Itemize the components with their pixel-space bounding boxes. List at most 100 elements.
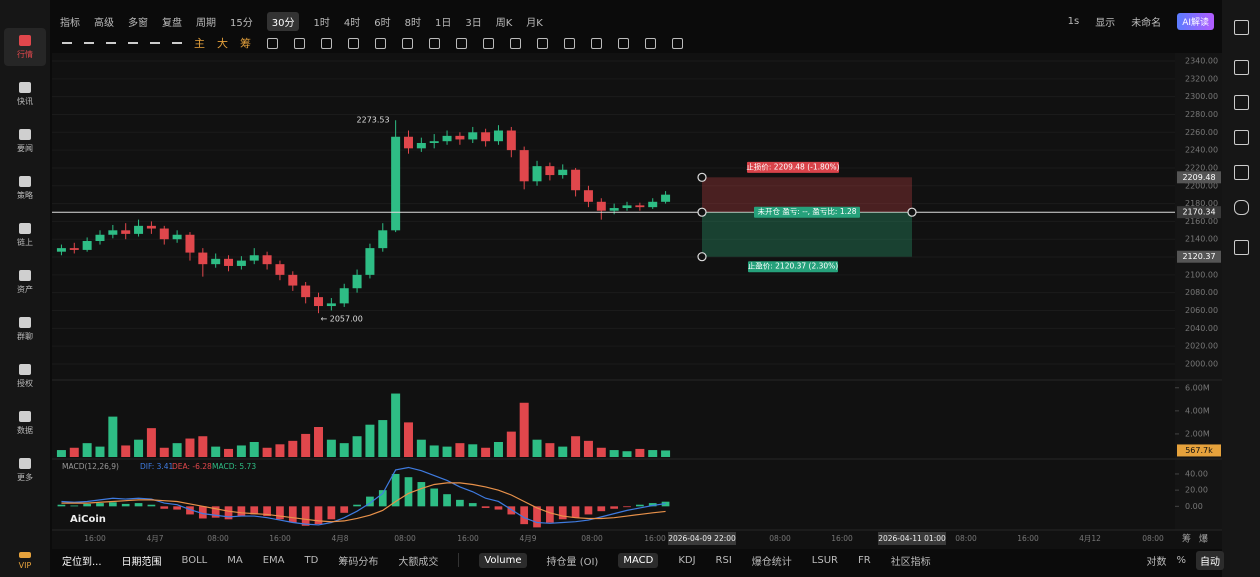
toolbar-tab[interactable]: 6时 — [374, 17, 391, 29]
sidebar-icon — [19, 316, 31, 328]
volume-bar — [648, 450, 658, 457]
right-icon[interactable] — [1234, 165, 1249, 180]
toolbar-tab[interactable]: 周K — [495, 17, 513, 29]
indicator-tab[interactable]: LSUR — [811, 554, 838, 566]
volume-bar — [571, 436, 581, 457]
bottom-button[interactable]: 大额成交 — [398, 556, 439, 568]
toolbar-tab[interactable]: 1日 — [434, 17, 452, 29]
volume-bar — [82, 443, 92, 457]
indicator-tab[interactable]: MACD — [618, 552, 659, 568]
toolbar-tab[interactable]: 4时 — [343, 17, 361, 29]
bottom-button[interactable]: 筹码分布 — [338, 556, 379, 568]
sidebar-label: 群聊 — [17, 331, 33, 341]
toolbar-button[interactable]: 未命名 — [1131, 17, 1162, 29]
bottom-button[interactable]: 日期范围 — [121, 556, 162, 568]
draw-icon[interactable] — [618, 37, 629, 49]
sidebar-item[interactable]: 要闻 — [4, 122, 46, 160]
sidebar-item[interactable]: 策略 — [4, 169, 46, 207]
bottom-option[interactable]: 对数 — [1146, 556, 1167, 568]
bottom-button[interactable]: 定位到... — [62, 556, 102, 568]
sidebar-item[interactable]: 快讯 — [4, 75, 46, 113]
bottom-option[interactable]: % — [1176, 554, 1186, 566]
draw-icon[interactable] — [172, 42, 182, 44]
volume-bar — [159, 447, 169, 457]
toolbar-button[interactable]: AI解读 — [1177, 12, 1214, 30]
draw-icon[interactable] — [591, 37, 602, 49]
draw-icon[interactable] — [150, 42, 160, 44]
draw-icon[interactable] — [321, 37, 332, 49]
draw-icon[interactable] — [267, 37, 278, 49]
sidebar-item[interactable]: 行情 — [4, 28, 46, 66]
draw-icon[interactable] — [84, 42, 94, 44]
right-icon[interactable] — [1234, 60, 1249, 75]
toolbar-tab[interactable]: 15分 — [230, 17, 253, 29]
right-icon[interactable] — [1234, 95, 1249, 110]
macd-bar — [378, 490, 387, 507]
indicator-tab[interactable]: 爆仓统计 — [751, 556, 792, 568]
draw-icon[interactable] — [672, 37, 683, 49]
draw-icon[interactable] — [429, 37, 440, 49]
draw-icon[interactable] — [375, 37, 386, 49]
indicator-tab[interactable]: RSI — [715, 554, 732, 566]
right-icon[interactable] — [1234, 130, 1249, 145]
volume-bar — [249, 442, 259, 457]
indicator-tab[interactable]: FR — [857, 554, 871, 566]
toolbar-tab[interactable]: 3日 — [465, 17, 482, 29]
top-toolbar-right: 1s 显示 未命名 AI解读 — [1068, 10, 1214, 32]
indicator-tab[interactable]: 社区指标 — [890, 556, 931, 568]
sidebar-item[interactable]: 更多 — [4, 451, 46, 489]
bottom-button[interactable]: EMA — [262, 554, 285, 566]
toolbar-tab[interactable]: 高级 — [94, 17, 114, 29]
toolbar-tab[interactable]: 指标 — [60, 17, 80, 29]
sidebar-item[interactable]: 群聊 — [4, 310, 46, 348]
right-icon[interactable] — [1234, 200, 1249, 215]
volume-bar — [391, 393, 401, 457]
bottom-button[interactable]: MA — [227, 554, 243, 566]
toolbar-button[interactable]: 显示 — [1095, 17, 1116, 29]
draw-icon[interactable] — [62, 42, 72, 44]
draw-tool[interactable]: 筹 — [240, 37, 251, 50]
toolbar-tab[interactable]: 复盘 — [162, 17, 182, 29]
bottom-option[interactable]: 自动 — [1196, 550, 1224, 570]
right-sidebar — [1222, 0, 1260, 577]
toolbar-tab[interactable]: 多窗 — [128, 17, 148, 29]
bottom-button[interactable]: TD — [304, 554, 319, 566]
x-tick-label: 08:00 — [955, 534, 977, 543]
bottom-button[interactable]: BOLL — [181, 554, 208, 566]
indicator-tab[interactable]: 持仓量 (OI) — [546, 556, 599, 568]
right-icon[interactable] — [1234, 20, 1249, 35]
indicator-tab[interactable]: KDJ — [678, 554, 696, 566]
toolbar-tab[interactable]: 8时 — [404, 17, 421, 29]
draw-tool[interactable]: 大 — [217, 37, 228, 50]
right-icon[interactable] — [1234, 240, 1249, 255]
toolbar-tab[interactable]: 30分 — [266, 11, 300, 31]
draw-icon[interactable] — [483, 37, 494, 49]
sidebar-item[interactable]: 链上 — [4, 216, 46, 254]
draw-icon[interactable] — [537, 37, 548, 49]
draw-tool[interactable]: 主 — [194, 37, 205, 50]
draw-icon[interactable] — [402, 37, 413, 49]
toolbar-tab[interactable]: 周期 — [196, 17, 216, 29]
draw-icon[interactable] — [106, 42, 116, 44]
draw-icon[interactable] — [128, 42, 138, 44]
toolbar-tab[interactable]: 月K — [526, 17, 543, 29]
macd-bar — [70, 505, 79, 507]
volume-bar — [622, 451, 632, 457]
draw-icon[interactable] — [510, 37, 521, 49]
draw-icon[interactable] — [645, 37, 656, 49]
draw-icon[interactable] — [348, 37, 359, 49]
indicator-tab[interactable]: Volume — [479, 552, 527, 568]
entry-label: 未开仓 盈亏: --, 盈亏比: 1.28 — [757, 206, 856, 216]
macd-bar — [340, 506, 349, 513]
toolbar-tab[interactable]: 1时 — [313, 17, 330, 29]
draw-icon[interactable] — [294, 37, 305, 49]
drag-handle — [697, 207, 707, 217]
toolbar-button[interactable]: 1s — [1067, 15, 1080, 27]
x-tick-label: 16:00 — [84, 534, 106, 543]
sidebar-item[interactable]: 资产 — [4, 263, 46, 301]
draw-icon[interactable] — [456, 37, 467, 49]
sidebar-item[interactable]: 数据 — [4, 404, 46, 442]
draw-icon[interactable] — [564, 37, 575, 49]
sidebar-item[interactable]: VIP — [4, 548, 46, 574]
sidebar-item[interactable]: 授权 — [4, 357, 46, 395]
